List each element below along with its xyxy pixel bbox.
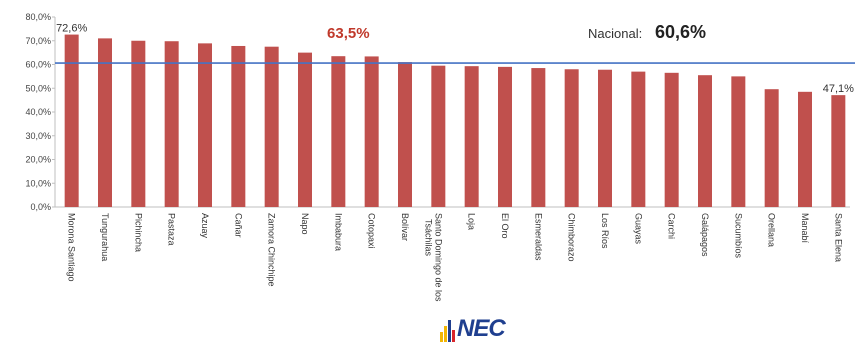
bar	[498, 67, 512, 207]
category-label: Loja	[467, 213, 477, 230]
bar	[231, 46, 245, 207]
category-label: Cotopaxi	[367, 213, 377, 249]
category-label: Sucumbíos	[733, 213, 743, 259]
bar	[265, 47, 279, 207]
bar	[331, 56, 345, 207]
inec-logo: NEC	[440, 312, 505, 342]
category-label: Guayas	[633, 213, 643, 245]
category-label: Galápagos	[700, 213, 710, 257]
category-label: Imbabura	[333, 213, 343, 251]
category-label: Pastaza	[167, 213, 177, 246]
category-label: Pichincha	[133, 213, 143, 252]
category-label: Azuay	[200, 213, 210, 239]
category-label: Manabí	[800, 213, 810, 244]
y-tick-label: 60,0%	[25, 60, 51, 70]
national-value: 60,6%	[655, 22, 706, 42]
y-tick-label: 10,0%	[25, 178, 51, 188]
data-annotation: 72,6%	[56, 23, 87, 35]
category-label: Santo Domingo de losTsáchilas	[423, 213, 443, 302]
category-label: Zamora Chinchipe	[267, 213, 277, 287]
bar	[165, 41, 179, 207]
logo-text: NEC	[457, 316, 505, 342]
category-label: Carchi	[667, 213, 677, 239]
bar	[198, 43, 212, 207]
logo-bars-icon	[440, 318, 455, 342]
category-label: Napo	[300, 213, 310, 235]
category-label: Santa Elena	[833, 213, 843, 262]
category-label: Chimborazo	[567, 213, 577, 262]
bars	[65, 35, 846, 207]
bar	[765, 89, 779, 207]
y-tick-label: 40,0%	[25, 107, 51, 117]
data-annotation: 63,5%	[327, 25, 370, 42]
category-label: El Oro	[500, 213, 510, 239]
y-tick-label: 80,0%	[25, 12, 51, 22]
category-label: Cañar	[233, 213, 243, 238]
bar	[731, 76, 745, 207]
y-tick-label: 30,0%	[25, 131, 51, 141]
bar	[565, 69, 579, 207]
category-label: Morona Santiago	[67, 213, 77, 282]
bar	[798, 92, 812, 207]
category-label: Tungurahua	[100, 213, 110, 261]
bar	[665, 73, 679, 207]
category-labels: Morona Santiago Tungurahua Pichincha Pastaz…	[67, 213, 844, 302]
y-tick-label: 50,0%	[25, 83, 51, 93]
category-label: Esmeraldas	[533, 213, 543, 261]
bar	[598, 70, 612, 207]
category-label: Los Ríos	[600, 213, 610, 249]
bar	[631, 72, 645, 207]
bar	[365, 56, 379, 207]
bar	[831, 95, 845, 207]
bar	[298, 53, 312, 207]
y-tick-label: 20,0%	[25, 155, 51, 165]
bar	[698, 75, 712, 207]
data-annotation: 47,1%	[823, 83, 854, 95]
y-tick-label: 70,0%	[25, 36, 51, 46]
y-axis-ticks: 0,0% 10,0% 20,0% 30,0% 40,0% 50,0% 60,0% 70,0% 8…	[25, 12, 55, 212]
y-tick-label: 0,0%	[30, 202, 51, 212]
bar	[465, 66, 479, 207]
bar	[531, 68, 545, 207]
bar	[398, 62, 412, 207]
bar	[431, 66, 445, 207]
bar	[65, 35, 79, 207]
national-label: Nacional:	[588, 26, 642, 41]
category-label: Bolívar	[400, 213, 410, 241]
category-label: Orellana	[767, 213, 777, 247]
bar	[131, 41, 145, 207]
